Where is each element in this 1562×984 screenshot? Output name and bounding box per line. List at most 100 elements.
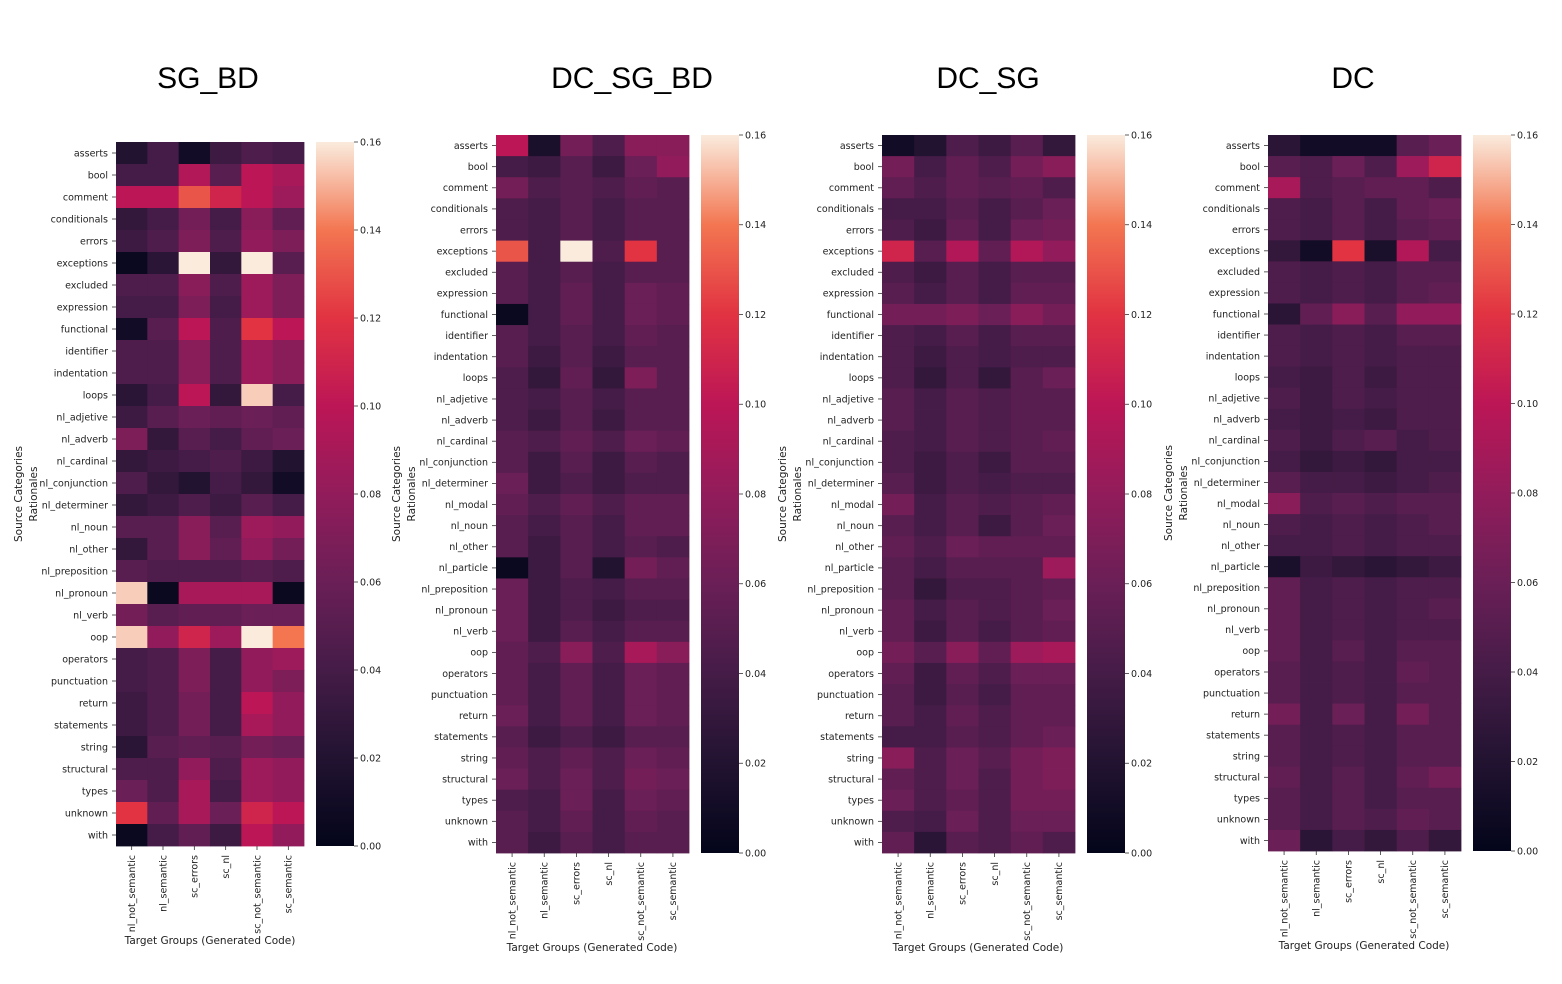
heatmap-cell	[528, 515, 561, 537]
y-tick-label: comment	[829, 183, 874, 194]
heatmap-cell	[1428, 703, 1462, 726]
heatmap-cell	[116, 780, 148, 803]
heatmap-cells	[882, 135, 1076, 854]
heatmap-cell	[882, 494, 915, 516]
heatmap-cell	[1428, 366, 1462, 389]
heatmap-cell	[1428, 535, 1462, 557]
heatmap-cell	[1268, 135, 1301, 157]
heatmap-cell	[1268, 766, 1301, 789]
y-tick-label: asserts	[840, 141, 874, 152]
heatmap-cell	[210, 538, 242, 561]
heatmap-cell	[1010, 515, 1044, 537]
heatmap-cell	[528, 557, 561, 579]
y-tick-label: indentation	[434, 352, 488, 363]
y-tick-label: oop	[1242, 646, 1260, 657]
heatmap-cell	[147, 648, 180, 671]
heatmap-cell	[210, 318, 242, 341]
heatmap-cell	[272, 736, 305, 759]
y-tick-label: string	[847, 753, 874, 764]
heatmap-cell	[496, 451, 529, 474]
heatmap-cell	[1268, 282, 1301, 304]
heatmap-cell	[592, 536, 626, 558]
heatmap-cell	[882, 240, 915, 263]
heatmap-cell	[978, 240, 1012, 263]
colorbar-tick-label: 0.08	[360, 489, 381, 500]
heatmap-cell	[1010, 219, 1044, 241]
heatmap-cell	[528, 789, 561, 812]
x-tick-labels: nl_not_semantic nl_semantic sc_errors sc_nl…	[127, 846, 295, 934]
heatmap-cell	[978, 620, 1012, 643]
heatmap-cell	[1396, 577, 1430, 599]
heatmap-cell	[1396, 556, 1430, 578]
heatmap-cell	[1268, 829, 1301, 852]
heatmap-cell	[560, 451, 593, 474]
heatmap-cell	[592, 451, 626, 474]
y-tick-label: nl_verb	[839, 627, 874, 638]
heatmap-cell	[978, 599, 1012, 622]
y-tick-label: nl_conjunction	[39, 478, 108, 489]
heatmap-cell	[241, 516, 274, 539]
y-tick-label: structural	[442, 774, 488, 785]
heatmap-cell	[946, 515, 979, 537]
y-tick-label: nl_pronoun	[55, 588, 108, 599]
heatmap-cell	[914, 219, 947, 241]
heatmap-cell	[1396, 619, 1430, 641]
heatmap-cell	[1010, 536, 1044, 558]
heatmap-cell	[946, 810, 979, 833]
heatmap-cell	[496, 684, 529, 706]
heatmap-cell	[1364, 724, 1398, 747]
heatmap-cell	[1042, 494, 1076, 516]
heatmap-cell	[178, 142, 211, 165]
heatmap-cell	[560, 515, 593, 537]
panel-title: DC	[1331, 62, 1374, 95]
y-tick-label: bool	[468, 162, 488, 173]
heatmap-cell	[528, 810, 561, 833]
heatmap-cell	[914, 662, 947, 685]
heatmap-cell	[1268, 303, 1301, 325]
heatmap-cell	[496, 599, 529, 622]
heatmap-cell	[1010, 726, 1044, 748]
heatmap-cell	[1428, 324, 1462, 346]
heatmap-cell	[560, 261, 593, 284]
heatmap-cell	[1396, 682, 1430, 704]
y-tick-label: nl_cardinal	[1209, 436, 1260, 447]
heatmap-cell	[624, 620, 658, 643]
heatmap-cell	[1268, 240, 1301, 262]
heatmap-cell	[210, 626, 242, 649]
x-axis-label: Target Groups (Generated Code)	[1278, 940, 1450, 952]
heatmap-cell	[528, 135, 561, 157]
heatmap-cell	[116, 626, 148, 649]
heatmap-cell	[1042, 261, 1076, 284]
heatmap-cell	[241, 824, 274, 847]
heatmap-cell	[914, 240, 947, 263]
heatmap-cell	[1042, 177, 1076, 199]
heatmap-cell	[656, 156, 690, 178]
heatmap-cell	[656, 240, 690, 263]
heatmap-cell	[560, 536, 593, 558]
heatmap-cell	[1428, 135, 1462, 157]
heatmap-cell	[147, 582, 180, 605]
heatmap-cell	[496, 831, 529, 854]
y-tick-label: functional	[61, 324, 108, 335]
heatmap-cell	[210, 340, 242, 363]
heatmap-cell	[1010, 240, 1044, 263]
y-tick-label: asserts	[1226, 141, 1260, 152]
heatmap-cell	[978, 198, 1012, 220]
heatmap-cell	[592, 135, 626, 157]
heatmap-cell	[592, 156, 626, 178]
colorbar-tick-label: 0.08	[745, 489, 766, 500]
heatmap-cell	[116, 318, 148, 341]
heatmap-cell	[914, 325, 947, 347]
heatmap-cell	[1042, 282, 1076, 305]
heatmap-cell	[882, 747, 915, 769]
heatmap-cell	[1364, 429, 1398, 452]
y-tick-label: indentation	[1206, 351, 1260, 362]
heatmap-cell	[178, 340, 211, 363]
heatmap-cell	[116, 824, 148, 847]
colorbar-tick-label: 0.06	[1517, 578, 1538, 589]
heatmap-cell	[1428, 661, 1462, 683]
heatmap-cell	[656, 472, 690, 495]
colorbar-tick-label: 0.00	[360, 841, 381, 852]
